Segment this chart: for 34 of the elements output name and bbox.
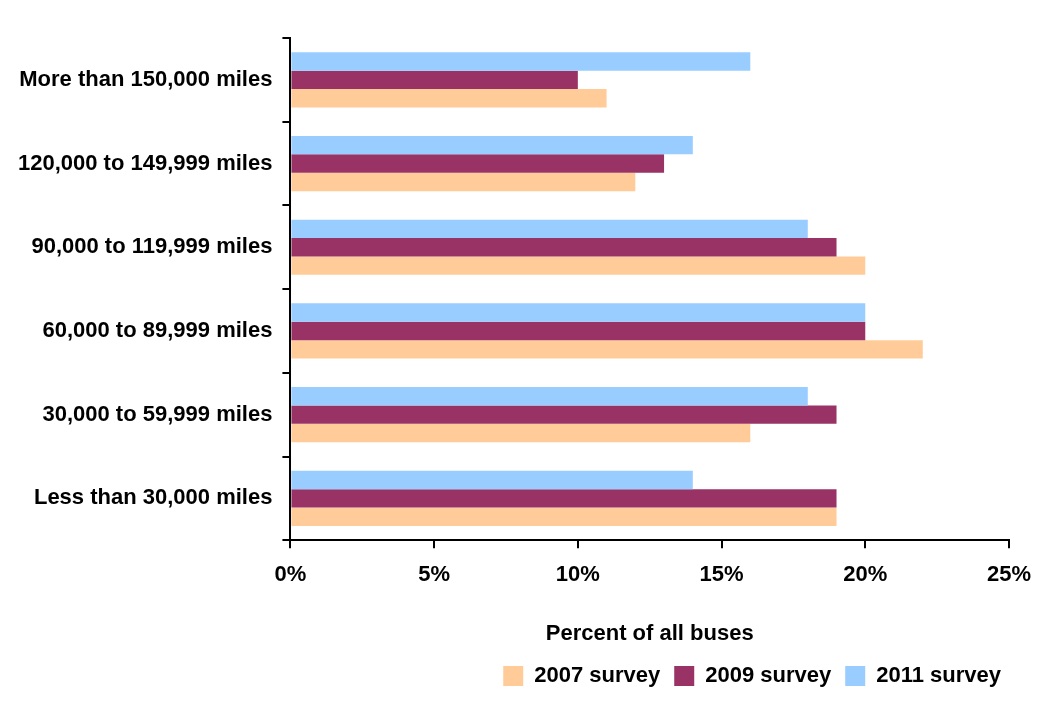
x-tick-label: 0% — [274, 561, 307, 587]
y-tick-label: 120,000 to 149,999 miles — [17, 149, 273, 175]
bar — [291, 219, 808, 239]
bar — [291, 172, 636, 192]
bar — [291, 405, 837, 424]
y-tick-label: 30,000 to 59,999 miles — [42, 400, 273, 426]
bar — [291, 89, 607, 108]
bar — [291, 256, 866, 275]
x-tick-label: 25% — [986, 561, 1032, 587]
y-tick-label: Less than 30,000 miles — [33, 484, 273, 510]
bar — [291, 507, 837, 526]
x-axis-title: Percent of all buses — [545, 619, 754, 645]
y-tick-label: 90,000 to 119,999 miles — [31, 233, 273, 259]
x-tick-label: 15% — [699, 561, 744, 587]
bar — [291, 340, 923, 359]
bar — [291, 135, 693, 155]
bar — [291, 238, 837, 257]
bar — [291, 303, 866, 322]
bar — [291, 321, 866, 341]
bar — [291, 154, 665, 173]
legend-label: 2007 survey — [534, 662, 661, 688]
x-tick-label: 5% — [418, 561, 451, 587]
bar — [291, 387, 808, 406]
bar — [291, 470, 693, 490]
bar — [291, 70, 578, 90]
bar — [291, 52, 751, 71]
y-tick-label: More than 150,000 miles — [19, 65, 273, 91]
y-tick-label: 60,000 to 89,999 miles — [42, 317, 273, 343]
legend-label: 2009 survey — [705, 662, 832, 688]
bar — [291, 423, 751, 443]
x-tick-label: 20% — [843, 561, 888, 587]
x-tick-label: 10% — [555, 561, 600, 587]
bar — [291, 489, 837, 508]
legend-label: 2011 survey — [876, 662, 1002, 688]
